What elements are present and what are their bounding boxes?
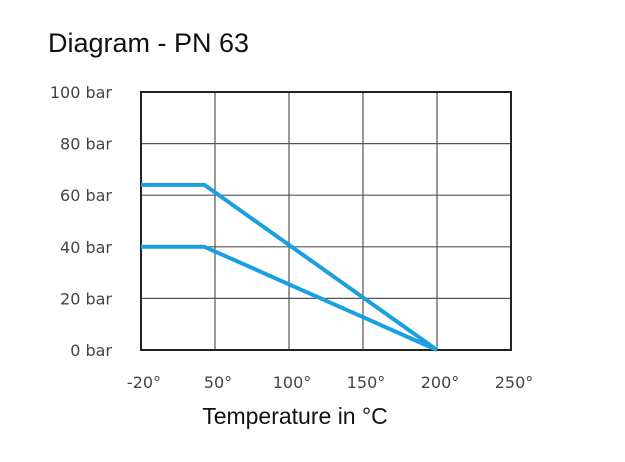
y-tick-label: 0 bar (70, 341, 112, 360)
y-tick-label: 80 bar (60, 135, 112, 154)
x-tick-label: 50° (204, 373, 232, 392)
chart-title: Diagram - PN 63 (48, 28, 250, 58)
x-tick-label: 100° (273, 373, 312, 392)
x-tick-label: -20° (127, 373, 161, 392)
x-axis-label: Temperature in °C (202, 403, 388, 429)
y-tick-label: 100 bar (50, 83, 113, 102)
series-line-1 (141, 182, 439, 352)
x-tick-label: 150° (347, 373, 386, 392)
y-tick-label: 60 bar (60, 186, 112, 205)
series-line-2 (141, 244, 438, 352)
y-tick-label: 20 bar (60, 289, 112, 308)
plot-frame (140, 91, 512, 351)
x-tick-label: 200° (421, 373, 460, 392)
x-tick-label: 250° (495, 373, 534, 392)
y-tick-label: 40 bar (60, 238, 112, 257)
